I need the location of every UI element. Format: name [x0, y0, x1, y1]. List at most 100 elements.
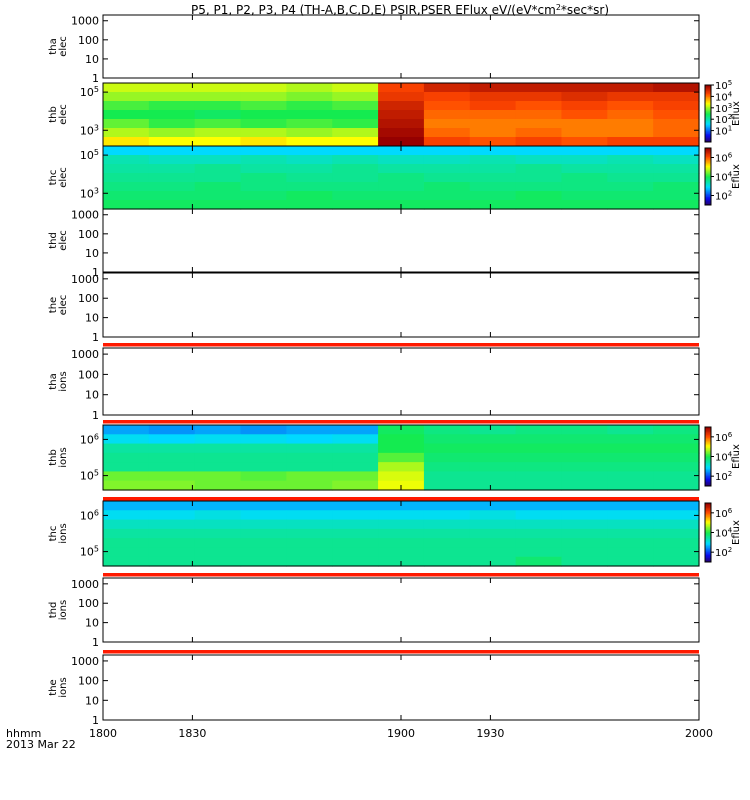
colorbar-segment	[705, 130, 711, 133]
spectrogram-cell	[286, 110, 333, 120]
spectrogram-cell	[515, 547, 563, 558]
colorbar-segment	[705, 434, 711, 437]
colorbar-segment	[705, 504, 711, 507]
spectrogram-cell	[332, 510, 379, 521]
spectrogram-cell	[423, 434, 471, 445]
colorbar-segment	[705, 155, 711, 158]
colorbar-segment	[705, 133, 711, 136]
spectrogram-cell	[653, 471, 700, 482]
spectrogram-cell	[607, 471, 654, 482]
colorbar-segment	[705, 437, 711, 440]
spectrogram-cell	[240, 452, 287, 463]
spectrogram-cell	[469, 510, 517, 521]
colorbar-segment	[705, 107, 711, 110]
spectrogram-cell	[240, 425, 287, 435]
spectrogram-cell	[148, 200, 196, 210]
spectrogram-cell	[148, 443, 196, 454]
spectrogram-cell	[423, 556, 471, 567]
spectrogram-cell	[653, 519, 700, 530]
spectrogram-cell	[607, 480, 654, 491]
spectrogram-cell	[607, 191, 654, 201]
spectrogram-cell	[240, 547, 287, 558]
panel-label-probe: the	[48, 679, 59, 695]
spectrogram-cell	[240, 480, 287, 491]
colorbar-segment	[705, 557, 711, 560]
spectrogram-cell	[378, 128, 425, 138]
spectrogram-cell	[240, 164, 287, 174]
spectrogram-cell	[240, 434, 287, 445]
spectrogram-cell	[103, 547, 150, 558]
spectrogram-cell	[607, 510, 654, 521]
y-tick-label: 100	[78, 228, 99, 241]
spectrogram-cell	[194, 92, 242, 102]
spectrogram-cell	[469, 200, 517, 210]
spectrogram-cell	[148, 164, 196, 174]
spectrogram-cell	[286, 137, 333, 147]
colorbar-segment	[705, 513, 711, 516]
spectrogram-cell	[515, 452, 563, 463]
spectrogram-cell	[286, 434, 333, 445]
spectrogram-cell	[332, 480, 379, 491]
spectrogram-cell	[194, 510, 242, 521]
spectrogram-cell	[423, 128, 471, 138]
spectrogram-cell	[148, 137, 196, 147]
colorbar-segment	[705, 175, 711, 177]
x-axis-label-date: 2013 Mar 22	[6, 738, 76, 751]
spectrogram-cell	[469, 434, 517, 445]
panel-label-species: elec	[58, 295, 69, 316]
spectrogram-cell	[378, 182, 425, 192]
colorbar-tick-label: 102	[715, 190, 732, 203]
spectrogram-cell	[148, 425, 196, 435]
spectrogram-cell	[240, 556, 287, 567]
y-tick-label: 1000	[71, 348, 99, 361]
spectrogram-cell	[653, 155, 700, 165]
y-tick-label: 103	[80, 186, 99, 201]
colorbar-segment	[705, 150, 711, 153]
colorbar-tick-label: 101	[715, 125, 732, 138]
spectrogram-cell	[194, 480, 242, 491]
spectrogram-cell	[286, 462, 333, 473]
colorbar-segment	[705, 428, 711, 431]
spectrogram-cell	[561, 137, 608, 147]
panel-label-probe: the	[48, 297, 59, 313]
colorbar-segment	[705, 459, 711, 462]
spectrogram-cell	[653, 425, 700, 435]
y-tick-label: 106	[80, 508, 99, 523]
spectrogram-cell	[561, 519, 608, 530]
colorbar-segment	[705, 93, 711, 96]
panel-label-species: elec	[58, 230, 69, 251]
spectrogram-cell	[148, 146, 196, 156]
colorbar-segment	[705, 455, 711, 457]
spectrogram-cell	[561, 528, 608, 539]
colorbar-segment	[705, 542, 711, 545]
spectrogram-cell	[148, 110, 196, 120]
spectrogram-cell	[286, 83, 333, 93]
spectrogram-cell	[653, 173, 700, 183]
spectrogram-cell	[286, 182, 333, 192]
spectrogram-cell	[194, 443, 242, 454]
spectrogram-cell	[103, 137, 150, 147]
colorbar-segment	[705, 435, 711, 438]
colorbar-segment	[705, 507, 711, 510]
colorbar-segment	[705, 465, 711, 468]
spectrogram-cell	[607, 173, 654, 183]
panel-frame	[102, 654, 700, 721]
spectrogram-cell	[194, 547, 242, 558]
spectrogram-cell	[423, 200, 471, 210]
spectrogram-cell	[240, 191, 287, 201]
spectrogram-cell	[286, 155, 333, 165]
colorbar-segment	[705, 126, 711, 129]
spectrogram-cell	[469, 164, 517, 174]
spectrogram-cell	[286, 556, 333, 567]
colorbar-segment	[705, 466, 711, 469]
spectrogram-cell	[332, 462, 379, 473]
spectrogram-cell	[607, 182, 654, 192]
spectrogram-cell	[240, 92, 287, 102]
spectrogram-cell	[515, 200, 563, 210]
spectrogram-cell	[286, 480, 333, 491]
spectrogram-cell	[148, 191, 196, 201]
colorbar-segment	[705, 460, 711, 463]
